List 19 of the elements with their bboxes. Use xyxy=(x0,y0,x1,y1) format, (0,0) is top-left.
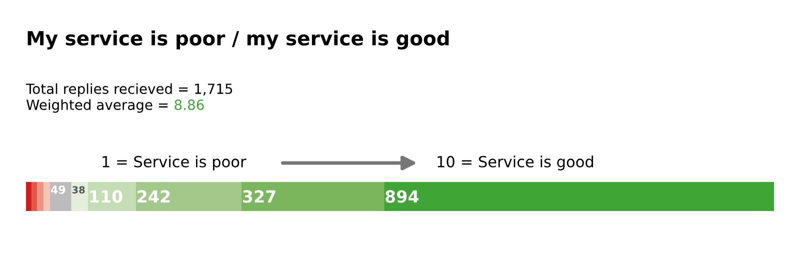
chart-title: My service is poor / my service is good xyxy=(28,30,449,50)
bar xyxy=(241,182,384,211)
text: 10 = Service is good xyxy=(438,156,594,170)
text: Weighted average = 8.86 xyxy=(26,99,204,113)
data-label: 327 xyxy=(243,190,276,203)
bar xyxy=(43,182,50,211)
bar xyxy=(384,182,774,211)
bar xyxy=(32,182,38,211)
data-label: 894 xyxy=(386,190,419,203)
bar xyxy=(50,182,72,211)
data-label: 110 xyxy=(90,190,122,203)
data-label: 49 xyxy=(50,186,66,194)
bar xyxy=(26,182,32,211)
bar xyxy=(37,182,44,211)
text: Total replies recieved = 1,715 xyxy=(26,83,232,97)
text: 1 = Service is poor xyxy=(102,156,246,170)
bar xyxy=(136,182,242,211)
data-label: 38 xyxy=(72,186,85,194)
data-label: 242 xyxy=(138,190,170,203)
